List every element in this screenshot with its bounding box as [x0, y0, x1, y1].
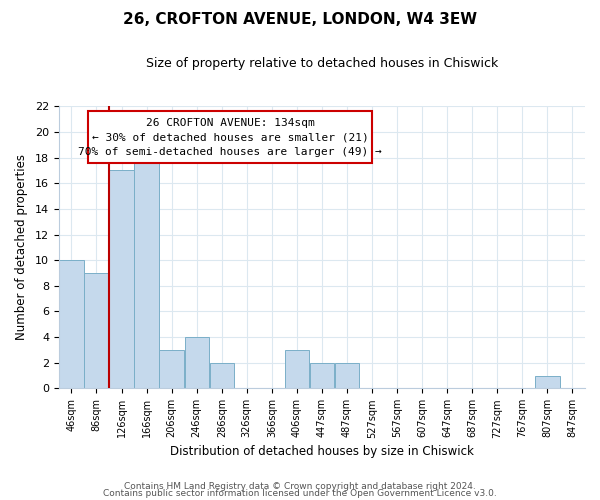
Text: 26, CROFTON AVENUE, LONDON, W4 3EW: 26, CROFTON AVENUE, LONDON, W4 3EW	[123, 12, 477, 28]
Bar	[285, 350, 309, 389]
Text: Contains public sector information licensed under the Open Government Licence v3: Contains public sector information licen…	[103, 490, 497, 498]
Text: 26 CROFTON AVENUE: 134sqm: 26 CROFTON AVENUE: 134sqm	[146, 118, 314, 128]
X-axis label: Distribution of detached houses by size in Chiswick: Distribution of detached houses by size …	[170, 444, 474, 458]
Title: Size of property relative to detached houses in Chiswick: Size of property relative to detached ho…	[146, 58, 498, 70]
Text: ← 30% of detached houses are smaller (21): ← 30% of detached houses are smaller (21…	[92, 132, 368, 142]
Text: 70% of semi-detached houses are larger (49) →: 70% of semi-detached houses are larger (…	[78, 148, 382, 158]
Bar	[59, 260, 83, 388]
FancyBboxPatch shape	[88, 110, 372, 163]
Bar	[535, 376, 560, 388]
Text: Contains HM Land Registry data © Crown copyright and database right 2024.: Contains HM Land Registry data © Crown c…	[124, 482, 476, 491]
Y-axis label: Number of detached properties: Number of detached properties	[15, 154, 28, 340]
Bar	[185, 337, 209, 388]
Bar	[160, 350, 184, 389]
Bar	[85, 273, 109, 388]
Bar	[209, 362, 234, 388]
Bar	[335, 362, 359, 388]
Bar	[134, 158, 159, 388]
Bar	[109, 170, 134, 388]
Bar	[310, 362, 334, 388]
